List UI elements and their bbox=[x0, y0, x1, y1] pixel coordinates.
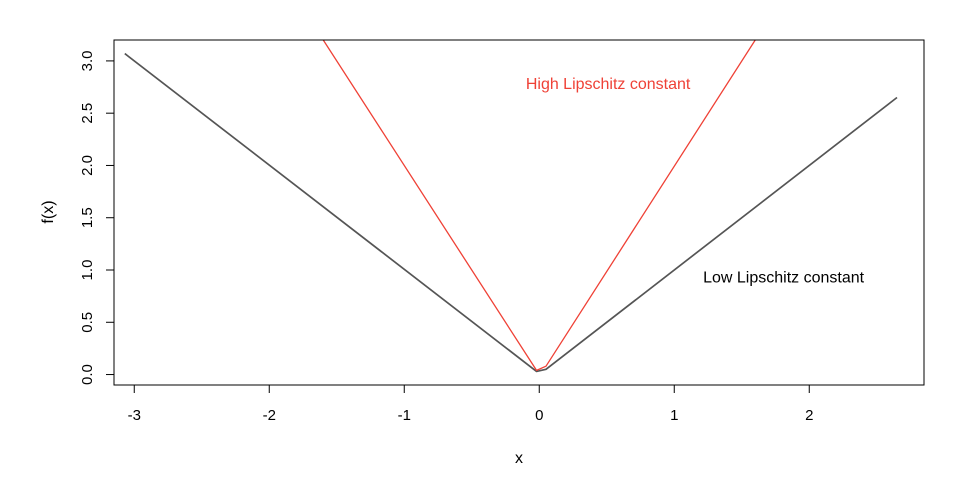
x-tick-label: 2 bbox=[805, 407, 813, 424]
y-tick-label: 1.5 bbox=[79, 207, 96, 228]
x-tick-label: 1 bbox=[670, 407, 678, 424]
annotation-layer: High Lipschitz constant Low Lipschitz con… bbox=[526, 76, 865, 286]
y-tick-label: 2.0 bbox=[79, 155, 96, 176]
y-tick-label: 0.0 bbox=[79, 364, 96, 385]
y-tick-label: 0.5 bbox=[79, 312, 96, 333]
series-line-low-lipschitz bbox=[124, 52, 898, 373]
series-line-high-lipschitz bbox=[322, 40, 756, 372]
x-axis: -3 -2 -1 0 1 2 bbox=[128, 384, 813, 424]
y-axis-label: f(x) bbox=[40, 200, 57, 223]
x-tick-label: -2 bbox=[263, 407, 276, 424]
annotation-high-lipschitz: High Lipschitz constant bbox=[526, 76, 691, 93]
x-tick-label: -3 bbox=[128, 407, 141, 424]
x-axis-label: x bbox=[515, 450, 523, 467]
y-tick-label: 2.5 bbox=[79, 103, 96, 124]
x-tick-label: 0 bbox=[535, 407, 543, 424]
annotation-low-lipschitz: Low Lipschitz constant bbox=[703, 270, 865, 287]
series-layer bbox=[124, 40, 898, 373]
y-tick-label: 3.0 bbox=[79, 50, 96, 71]
y-axis: 0.0 0.5 1.0 1.5 2.0 2.5 3.0 bbox=[79, 50, 115, 385]
y-tick-label: 1.0 bbox=[79, 260, 96, 281]
x-tick-label: -1 bbox=[398, 407, 411, 424]
